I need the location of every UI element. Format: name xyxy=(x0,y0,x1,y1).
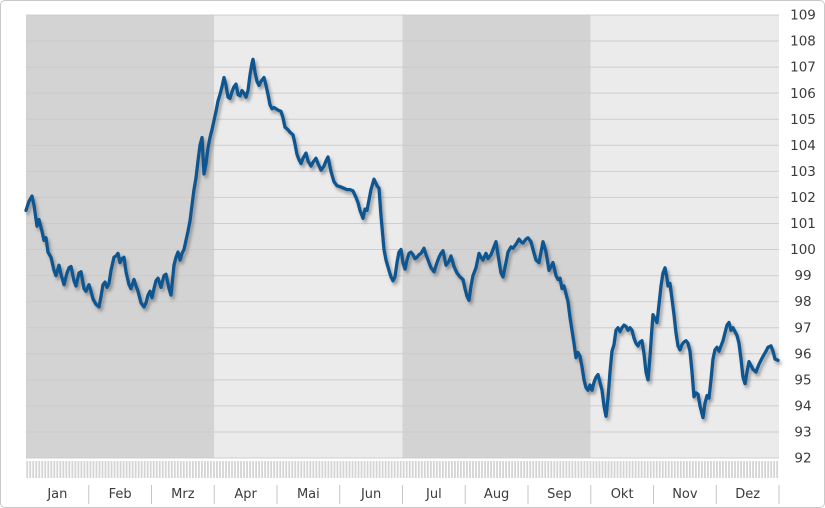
quarter-band-light xyxy=(590,15,779,458)
y-axis-label: 95 xyxy=(794,372,811,388)
y-axis-label: 97 xyxy=(794,320,811,336)
y-axis-label: 94 xyxy=(794,398,811,414)
quarter-band-dark xyxy=(402,15,591,458)
y-axis-label: 109 xyxy=(790,8,816,24)
price-line-series xyxy=(24,57,780,420)
y-axis-label: 99 xyxy=(794,268,811,284)
y-axis-label: 106 xyxy=(790,86,816,102)
y-axis-label: 102 xyxy=(790,190,816,206)
x-axis-label: Aug xyxy=(484,487,509,502)
quarter-bands xyxy=(26,15,779,458)
quarter-band-light xyxy=(214,15,403,458)
x-axis-months: Jan Feb Mrz Apr Mai Jun Jul Aug Sep Okt Nov Dez xyxy=(46,485,780,504)
quarter-band-dark xyxy=(26,15,215,458)
y-axis-label: 101 xyxy=(790,216,816,232)
y-axis-label: 105 xyxy=(790,112,816,128)
x-axis-label: Dez xyxy=(735,487,760,502)
x-axis-label: Nov xyxy=(672,487,698,502)
x-axis-label: Feb xyxy=(109,487,132,502)
y-axis-label: 103 xyxy=(790,164,816,180)
y-axis-label: 108 xyxy=(790,34,816,50)
daily-minor-ticks xyxy=(26,461,779,478)
y-axis-label: 92 xyxy=(794,451,811,467)
x-axis-label: Apr xyxy=(234,487,257,502)
y-axis-label: 98 xyxy=(794,294,811,310)
y-axis-label: 100 xyxy=(790,242,816,258)
x-axis-label: Jun xyxy=(360,487,381,502)
x-axis-label: Jul xyxy=(425,487,442,502)
x-axis-label: Mrz xyxy=(171,487,195,502)
y-axis-label: 104 xyxy=(790,138,816,154)
y-axis-label: 93 xyxy=(794,425,811,441)
x-axis-label: Mai xyxy=(297,487,320,502)
y-axis-label: 96 xyxy=(794,346,811,362)
x-axis-label: Sep xyxy=(547,487,572,502)
x-axis-label: Jan xyxy=(46,487,67,502)
price-line xyxy=(24,57,780,420)
y-axis-label: 107 xyxy=(790,60,816,76)
x-axis-label: Okt xyxy=(611,487,634,502)
y-axis: 109 108 107 106 105 104 103 102 101 100 99 98 97 96 95… xyxy=(790,8,816,467)
gridlines xyxy=(26,14,779,459)
